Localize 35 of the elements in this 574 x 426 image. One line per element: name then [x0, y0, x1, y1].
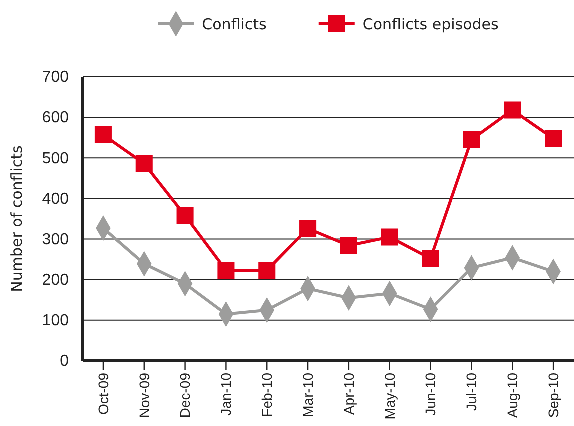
- x-tick-label: Apr-10: [340, 372, 357, 416]
- y-tick-label: 300: [42, 231, 70, 248]
- point: [176, 207, 194, 224]
- y-tick-label: 200: [42, 272, 70, 289]
- x-tick-label: Mar-10: [300, 372, 316, 418]
- y-axis-title: Number of conflicts: [8, 145, 26, 292]
- y-tick-label: 100: [42, 312, 70, 330]
- y-tick-label: 0: [60, 353, 70, 370]
- point: [258, 262, 276, 280]
- legend-label: Conflicts episodes: [362, 15, 500, 34]
- y-tick-label: 500: [42, 150, 70, 168]
- point: [422, 250, 440, 268]
- x-tick-label: May-10: [382, 372, 398, 420]
- x-tick-label: Jul-10: [464, 372, 480, 412]
- x-tick-label: Jan-10: [218, 372, 234, 416]
- point: [463, 131, 480, 148]
- x-tick-label: Feb-10: [259, 372, 276, 418]
- point: [545, 130, 562, 148]
- point: [504, 102, 522, 119]
- point: [381, 228, 398, 246]
- y-tick-label: 400: [42, 190, 70, 208]
- point: [218, 262, 235, 280]
- x-tick-label: Aug-10: [504, 372, 521, 418]
- point: [136, 155, 153, 172]
- x-tick-label: Oct-09: [95, 372, 112, 416]
- x-tick-label: Jun-10: [422, 372, 439, 416]
- y-tick-label: 600: [42, 110, 70, 127]
- point: [94, 126, 112, 144]
- x-tick-label: Nov-09: [136, 372, 152, 418]
- x-tick-label: Sep-10: [545, 372, 562, 418]
- point: [300, 220, 317, 238]
- point: [340, 237, 358, 254]
- y-tick-label: 700: [42, 69, 70, 86]
- x-tick-label: Dec-09: [177, 372, 194, 418]
- legend-label: Conflicts: [202, 15, 268, 34]
